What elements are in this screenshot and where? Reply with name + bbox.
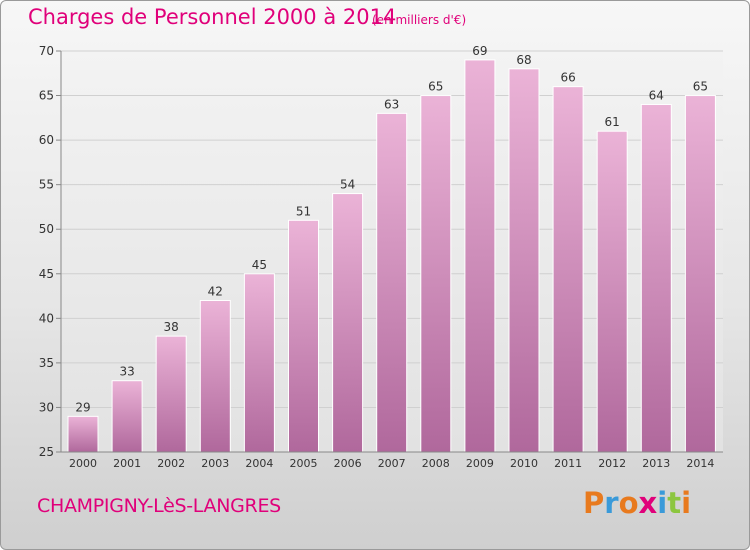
x-tick-label: 2009	[466, 457, 494, 470]
brand-letter: i	[657, 486, 668, 520]
bar	[288, 219, 319, 453]
bar	[640, 103, 672, 453]
brand-letter: P	[583, 486, 605, 520]
chart-title: Charges de Personnel 2000 à 2014	[28, 5, 397, 29]
bar	[332, 193, 364, 453]
bar	[155, 335, 187, 453]
y-tick-label: 70	[39, 44, 54, 58]
bar	[684, 95, 716, 453]
bar-value-label: 29	[75, 400, 90, 414]
brand-letter: i	[681, 486, 692, 520]
x-tick-label: 2014	[686, 457, 714, 470]
x-tick-label: 2004	[245, 457, 273, 470]
y-tick-label: 25	[39, 445, 54, 459]
x-tick-label: 2008	[422, 457, 450, 470]
municipality-name: CHAMPIGNY-LèS-LANGRES	[37, 495, 281, 517]
y-tick-label: 45	[39, 267, 54, 281]
y-tick-label: 55	[39, 178, 54, 192]
brand-logo: Proxiti	[583, 486, 691, 520]
bar-value-label: 64	[649, 88, 664, 102]
y-tick-label: 30	[39, 400, 54, 414]
x-tick-label: 2010	[510, 457, 538, 470]
x-tick-label: 2000	[69, 457, 97, 470]
y-tick-label: 35	[39, 356, 54, 370]
brand-letter: o	[618, 486, 639, 520]
bar-value-label: 68	[516, 53, 531, 67]
x-tick-label: 2003	[201, 457, 229, 470]
bar	[111, 380, 143, 453]
x-tick-label: 2005	[290, 457, 318, 470]
y-tick-label: 50	[39, 222, 54, 236]
bar	[552, 86, 584, 453]
x-tick-label: 2007	[378, 457, 406, 470]
x-tick-label: 2013	[642, 457, 670, 470]
brand-letter: x	[638, 486, 658, 520]
bar-value-label: 38	[164, 320, 179, 334]
x-tick-label: 2002	[157, 457, 185, 470]
bar-value-label: 65	[428, 80, 443, 94]
y-tick-label: 60	[39, 133, 54, 147]
bar	[420, 95, 452, 453]
y-tick-label: 40	[39, 311, 54, 325]
bar-value-label: 51	[296, 204, 311, 218]
bar-value-label: 33	[119, 365, 134, 379]
bar-value-label: 61	[605, 115, 620, 129]
bar-value-label: 42	[208, 285, 223, 299]
bar	[596, 130, 628, 453]
brand-letter: r	[604, 486, 619, 520]
bar-value-label: 65	[693, 80, 708, 94]
x-tick-label: 2012	[598, 457, 626, 470]
y-tick-label: 65	[39, 89, 54, 103]
bar	[464, 59, 496, 453]
chart-subtitle: (en milliers d'€)	[372, 13, 467, 27]
x-tick-label: 2011	[554, 457, 582, 470]
bar	[376, 112, 408, 453]
bar-value-label: 66	[560, 71, 575, 85]
bar	[508, 68, 540, 453]
bar	[243, 273, 275, 453]
brand-letter: t	[667, 486, 682, 520]
bar-value-label: 63	[384, 97, 399, 111]
x-tick-label: 2006	[334, 457, 362, 470]
bar	[67, 415, 99, 453]
x-tick-label: 2001	[113, 457, 141, 470]
bar-value-label: 54	[340, 178, 355, 192]
bar-value-label: 45	[252, 258, 267, 272]
bar	[199, 300, 231, 453]
bar-value-label: 69	[472, 44, 487, 58]
